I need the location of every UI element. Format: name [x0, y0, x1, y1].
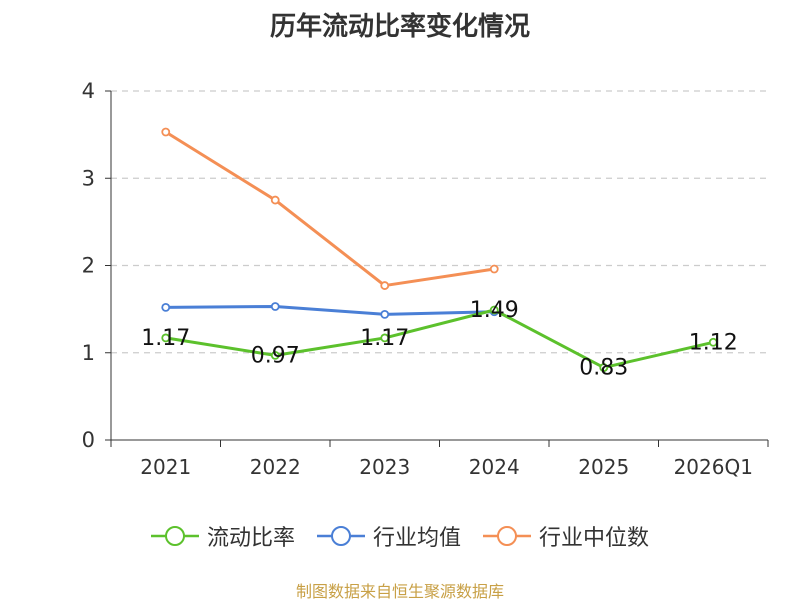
x-tick-label-2023: 2023	[359, 455, 410, 479]
series-1-point-2021	[161, 302, 171, 312]
legend-marker-current-ratio	[150, 526, 199, 546]
legend-marker-industry-median	[483, 526, 531, 546]
series-2-point-2021	[161, 127, 171, 137]
x-tick-label-2026Q1: 2026Q1	[674, 455, 753, 479]
series-2-point-2022	[270, 195, 280, 205]
legend-item-current-ratio[interactable]: 流动比率	[150, 520, 295, 552]
data-label-2026Q1: 1.12	[689, 330, 738, 355]
data-label-2021: 1.17	[141, 326, 190, 351]
x-tick-label-2024: 2024	[469, 455, 520, 479]
chart-legend: 流动比率 行业均值 行业中位数	[0, 518, 800, 554]
legend-item-industry-mean[interactable]: 行业均值	[316, 520, 461, 552]
series-line-0	[165, 308, 714, 370]
y-tick-label-3: 3	[82, 166, 95, 190]
series-2-point-2023	[380, 281, 390, 290]
data-label-2023: 1.17	[360, 326, 409, 351]
series-line-2	[164, 130, 495, 288]
x-tick-label-2025: 2025	[578, 455, 629, 479]
series-0-point-2024	[489, 305, 499, 315]
legend-label-current-ratio: 流动比率	[206, 526, 295, 551]
series-1-point-2023	[380, 309, 390, 319]
series-0-point-2021	[161, 333, 171, 343]
series-1-point-2022	[270, 302, 280, 311]
y-tick-label-1: 1	[82, 341, 95, 365]
legend-marker-industry-mean	[316, 526, 365, 546]
x-tick-label-2022: 2022	[250, 455, 301, 479]
y-tick-label-0: 0	[82, 428, 95, 452]
chart-title: 历年流动比率变化情况	[269, 12, 530, 42]
series-2-point-2024	[489, 264, 499, 274]
legend-label-industry-mean: 行业均值	[372, 526, 461, 551]
series-0-point-2022	[270, 350, 280, 360]
series-0-point-2025	[599, 363, 609, 372]
data-label-2022: 0.97	[251, 343, 300, 368]
series-0-point-2023	[380, 333, 390, 343]
legend-label-industry-median: 行业中位数	[539, 526, 650, 551]
x-tick-label-2021: 2021	[140, 455, 191, 479]
y-tick-label-4: 4	[82, 79, 95, 103]
series-line-1	[165, 305, 495, 316]
source-note: 制图数据来自恒生聚源数据库	[295, 582, 504, 601]
y-tick-label-2: 2	[82, 254, 95, 278]
data-label-2025: 0.83	[579, 356, 628, 381]
series-0-point-2026Q1	[708, 337, 718, 347]
legend-item-industry-median[interactable]: 行业中位数	[483, 520, 649, 552]
data-label-2024: 1.49	[470, 298, 519, 323]
